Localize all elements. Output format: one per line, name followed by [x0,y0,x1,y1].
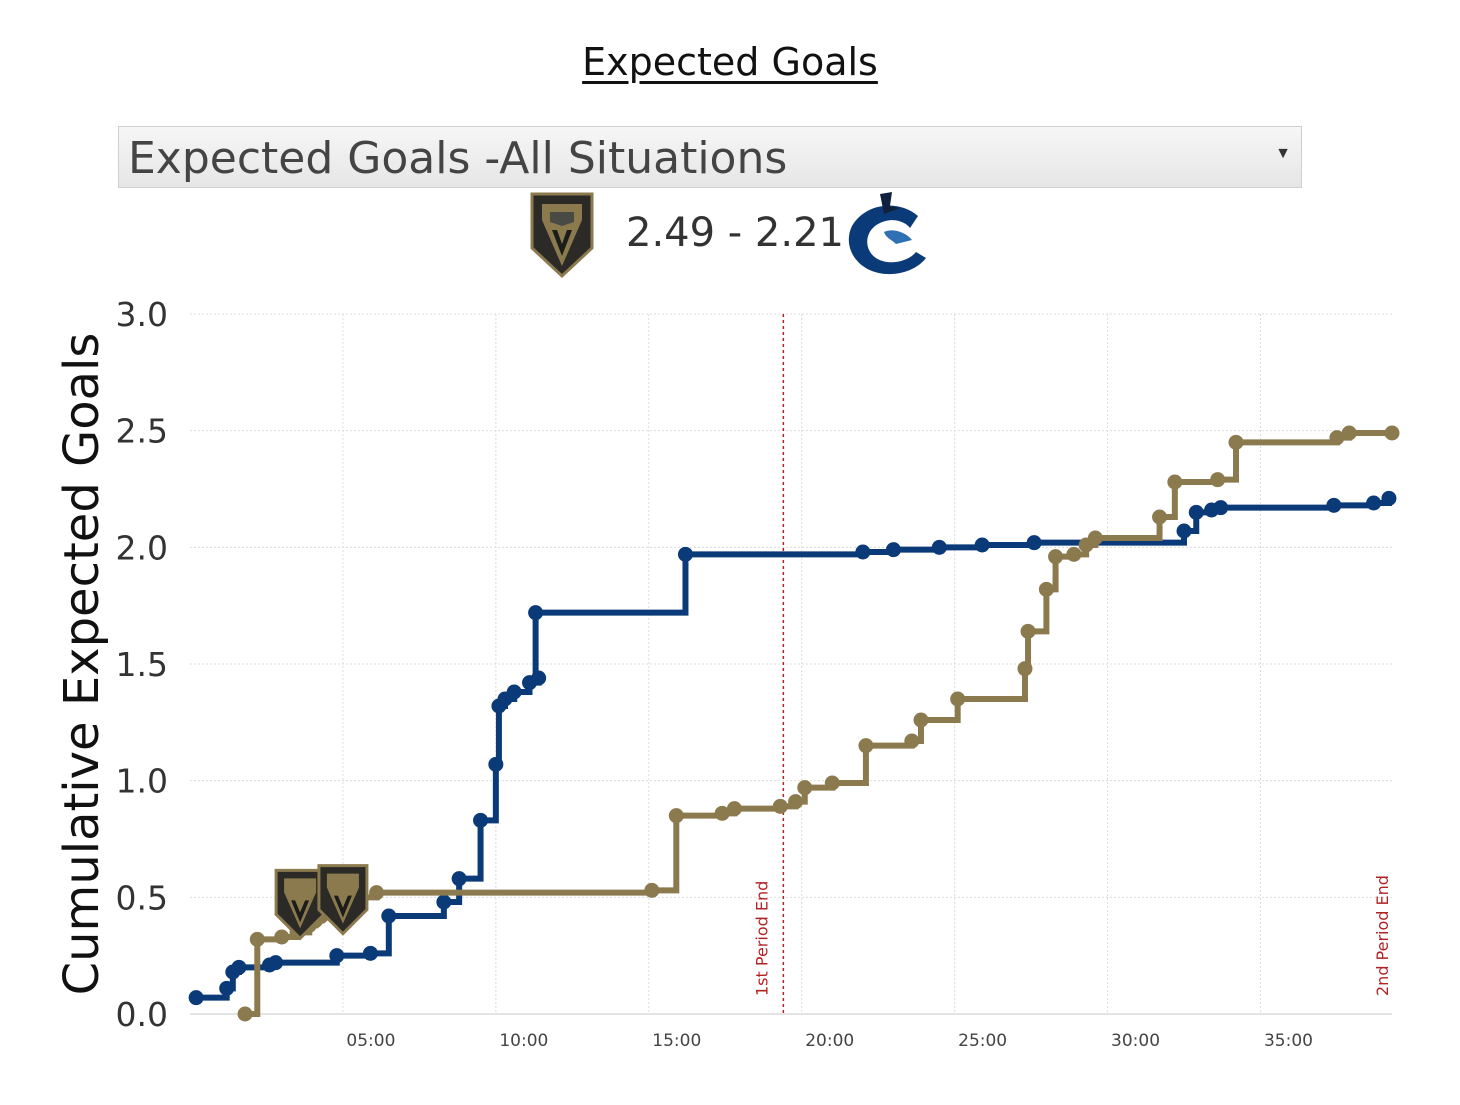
data-point [1341,425,1357,441]
series-path [245,430,1392,1017]
goal-marker-helmet [326,873,359,924]
data-point [1188,504,1204,520]
y-tick-label: 1.0 [116,762,168,801]
y-tick-label: 3.0 [116,295,168,334]
data-point [714,805,730,821]
chevron-down-icon[interactable]: ▼ [1275,145,1291,162]
score-text: 2.49 - 2.21 [626,210,844,256]
series-path [196,495,1392,1001]
y-tick-label: 2.0 [116,528,168,567]
data-point [237,1006,253,1022]
data-point [219,980,235,996]
y-tick-label: 2.5 [116,412,168,451]
data-point [1048,549,1064,565]
data-point [1017,661,1033,677]
data-point [1210,472,1226,488]
data-point [824,775,840,791]
data-point [1176,523,1192,539]
data-point [1038,581,1054,597]
data-point [268,955,284,971]
data-point [531,670,547,686]
data-point [506,684,522,700]
data-point [644,882,660,898]
x-tick-label: 15:00 [652,1031,701,1051]
goal-marker-v [333,895,352,918]
data-point [528,605,544,621]
period-end-label: 1st Period End [752,881,771,996]
data-point [855,544,871,560]
data-point [797,780,813,796]
data-point [904,733,920,749]
data-point [858,738,874,754]
data-point [188,990,204,1006]
data-point [885,542,901,558]
data-point [369,885,385,901]
data-point [913,712,929,728]
data-point [677,546,693,562]
data-point [1087,530,1103,546]
data-point [249,931,265,947]
data-point [788,794,804,810]
situation-dropdown[interactable]: Expected Goals -All Situations ▼ [118,126,1302,188]
data-point [726,801,742,817]
x-tick-label: 05:00 [346,1031,395,1051]
dropdown-value: Expected Goals -All Situations [128,133,788,184]
data-point [1329,430,1345,446]
expected-goals-chart: 0.0 0.5 1.0 1.5 2.0 2.5 3.0 05:00 10:00 15:00 20:0… [54,295,1400,1051]
vegas-golden-knights-logo-icon [530,192,594,279]
data-point [772,798,788,814]
data-point [1381,490,1397,506]
data-point [381,908,397,924]
data-point [274,929,290,945]
data-point [668,808,684,824]
data-point [974,537,990,553]
x-tick-label: 10:00 [499,1031,548,1051]
data-point [451,871,467,887]
grid-lines [190,313,1392,1015]
goal-marker-icon [274,868,326,941]
y-tick-label: 0.5 [116,878,168,917]
chart-title: Expected Goals [582,40,878,84]
goal-marker-helmet [284,878,317,929]
data-point [473,812,489,828]
x-tick-label: 30:00 [1111,1031,1160,1051]
goal-marker-v [291,900,310,923]
goal-marker-icon [317,864,369,936]
data-point [931,539,947,555]
data-point [1026,535,1042,551]
vancouver-canucks-logo-icon [848,192,926,275]
data-point [1152,509,1168,525]
data-point [1020,623,1036,639]
y-tick-label: 0.0 [116,995,168,1034]
period-end-label: 2nd Period End [1373,875,1392,996]
data-point [362,945,378,961]
data-point [950,691,966,707]
x-tick-label: 25:00 [958,1031,1007,1051]
series-line-1 [237,425,1400,1022]
y-axis-label: Cumulative Expected Goals [54,333,110,996]
x-tick-label: 35:00 [1264,1031,1313,1051]
data-point [1366,495,1382,511]
y-tick-label: 1.5 [116,645,168,684]
data-point [1213,500,1229,516]
data-point [1167,474,1183,490]
data-point [436,894,452,910]
series-line-0 [188,490,1397,1006]
data-point [231,959,247,975]
x-tick-label: 20:00 [805,1031,854,1051]
data-point [1066,546,1082,562]
data-point [488,756,504,772]
data-point [1326,497,1342,513]
data-point [1384,425,1400,441]
data-point [329,948,345,964]
data-point [1228,434,1244,450]
